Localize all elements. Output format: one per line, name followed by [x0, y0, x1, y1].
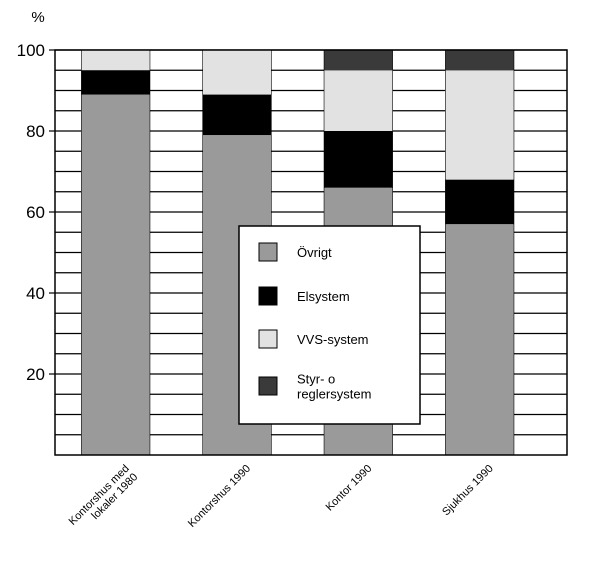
x-category-label-line: Sjukhus 1990 [440, 463, 496, 519]
bar-segment [324, 50, 393, 71]
bar-segment [81, 94, 150, 456]
bar-segment [81, 70, 150, 95]
y-tick-label: 100 [17, 41, 45, 60]
bar-segment [324, 131, 393, 188]
x-category-label-line: Kontorshus 1990 [186, 463, 253, 530]
y-axis-unit-label: % [31, 9, 44, 26]
legend-label: Styr- o [297, 372, 335, 387]
bar-segment [445, 179, 514, 225]
bar-segment [203, 50, 271, 95]
legend-label: VVS-system [297, 332, 369, 347]
y-tick-label: 20 [26, 365, 45, 384]
x-category-label: Sjukhus 1990 [440, 463, 496, 519]
legend-label: reglersystem [297, 387, 371, 402]
legend-label: Elsystem [297, 289, 350, 304]
bar-segment [324, 70, 393, 131]
plot-frame [54, 49, 568, 456]
y-tick-label: 40 [26, 284, 45, 303]
bar-segment [445, 50, 514, 71]
bar-segment [81, 50, 150, 71]
legend-swatch [258, 242, 278, 262]
bar-segment [445, 224, 514, 455]
bar-segment [445, 70, 514, 180]
bar-segment [203, 94, 271, 136]
legend-swatch [258, 329, 278, 349]
y-tick-label: 80 [26, 122, 45, 141]
legend-label: Övrigt [297, 245, 332, 260]
x-category-label-line: Kontor 1990 [324, 463, 375, 514]
y-tick-label: 60 [26, 203, 45, 222]
x-category-label: Kontorshus 1990 [186, 463, 253, 530]
legend-swatch [258, 376, 278, 396]
legend-swatch [258, 286, 278, 306]
legend: Övrigt Elsystem VVS-system Styr- oreglersys… [238, 225, 421, 425]
x-category-label: Kontor 1990 [324, 463, 375, 514]
